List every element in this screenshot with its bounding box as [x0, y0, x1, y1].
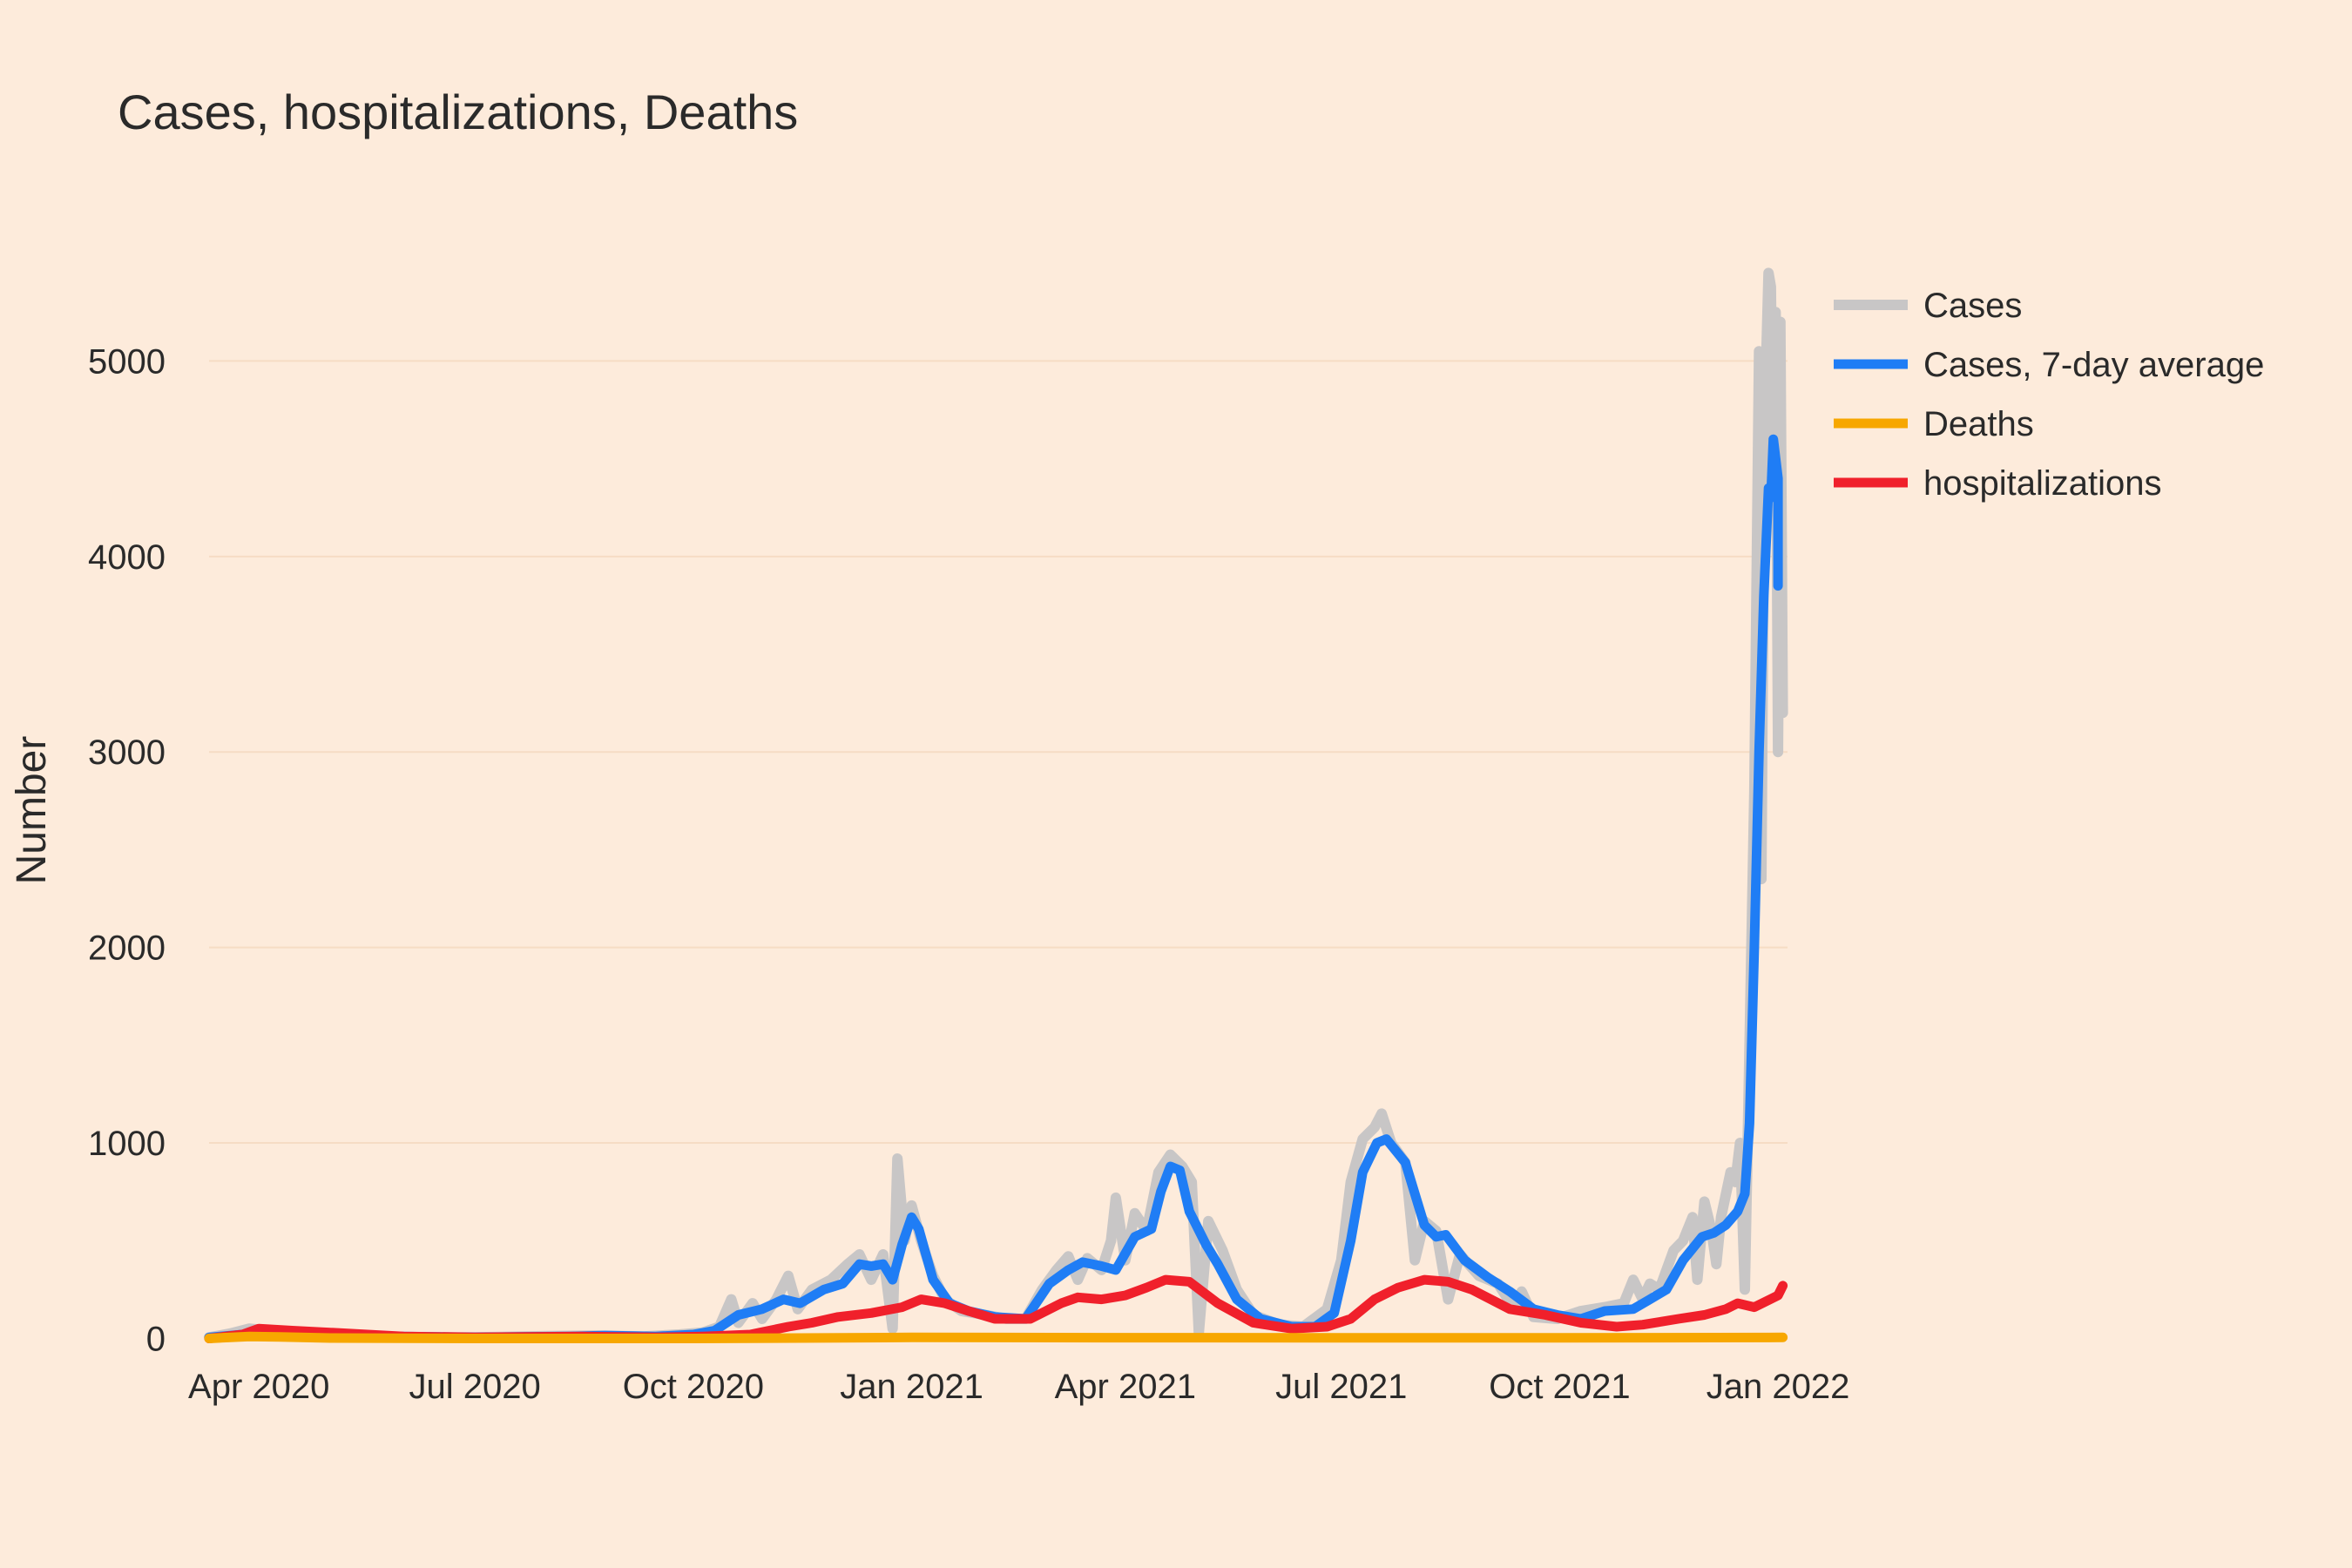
legend-item[interactable]: Cases, 7-day average — [1834, 346, 2264, 384]
x-axis-ticks: Apr 2020 Jul 2020 Oct 2020 Jan 2021 Apr 2021… — [188, 1368, 1849, 1406]
legend-item[interactable]: hospitalizations — [1834, 464, 2162, 503]
series-line-cases — [204, 267, 1788, 1343]
legend[interactable]: Cases Cases, 7-day average Deaths hospitali… — [1834, 287, 2264, 503]
series-line-deaths — [204, 1331, 1788, 1343]
series-line-cases-7-day-average — [204, 434, 1783, 1342]
legend-item[interactable]: Cases — [1834, 287, 2022, 325]
x-tick-label: Oct 2021 — [1489, 1368, 1630, 1406]
legend-label: hospitalizations — [1923, 464, 2162, 503]
grid-lines — [209, 360, 1788, 1340]
chart-title: Cases, hospitalizations, Deaths — [118, 84, 798, 139]
x-tick-label: Jul 2020 — [409, 1368, 541, 1406]
y-axis-title: Number — [9, 736, 55, 885]
x-tick-label: Jan 2022 — [1707, 1368, 1850, 1406]
x-tick-label: Jan 2021 — [840, 1368, 983, 1406]
legend-item[interactable]: Deaths — [1834, 405, 2034, 443]
y-tick-label: 4000 — [88, 538, 166, 577]
series-lines — [204, 267, 1788, 1343]
y-tick-label: 5000 — [88, 342, 166, 381]
y-tick-label: 3000 — [88, 733, 166, 772]
x-tick-label: Oct 2020 — [623, 1368, 764, 1406]
y-axis-ticks: 0 1000 2000 3000 4000 5000 — [88, 342, 166, 1358]
legend-label: Cases — [1923, 287, 2022, 325]
legend-label: Cases, 7-day average — [1923, 346, 2264, 384]
x-tick-label: Apr 2021 — [1055, 1368, 1196, 1406]
legend-label: Deaths — [1923, 405, 2034, 443]
x-tick-label: Jul 2021 — [1275, 1368, 1407, 1406]
y-tick-label: 2000 — [88, 929, 166, 968]
x-tick-label: Apr 2020 — [188, 1368, 329, 1406]
y-tick-label: 0 — [146, 1320, 166, 1358]
y-tick-label: 1000 — [88, 1125, 166, 1163]
